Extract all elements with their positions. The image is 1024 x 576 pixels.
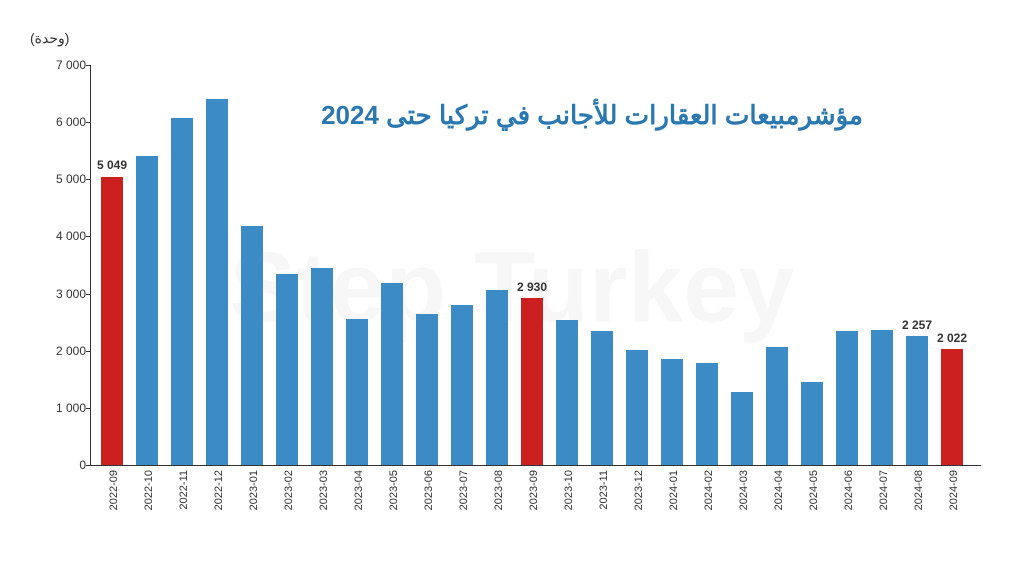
bar bbox=[241, 226, 263, 465]
y-tick-mark bbox=[86, 122, 91, 123]
bar bbox=[836, 331, 858, 465]
x-tick-label: 2022-12 bbox=[213, 470, 225, 510]
x-tick-label: 2024-04 bbox=[773, 470, 785, 510]
x-tick-label: 2023-10 bbox=[563, 470, 575, 510]
x-tick-label: 2023-06 bbox=[423, 470, 435, 510]
y-tick-mark bbox=[86, 465, 91, 466]
bar bbox=[206, 99, 228, 465]
bar bbox=[346, 319, 368, 465]
x-tick-label: 2023-11 bbox=[598, 470, 610, 510]
x-tick-label: 2024-08 bbox=[913, 470, 925, 510]
data-label: 5 049 bbox=[97, 158, 127, 172]
x-tick-label: 2023-01 bbox=[248, 470, 260, 510]
x-tick-label: 2023-04 bbox=[353, 470, 365, 510]
bar bbox=[661, 359, 683, 465]
x-tick-label: 2024-03 bbox=[738, 470, 750, 510]
bar bbox=[416, 314, 438, 465]
y-tick-label: 4 000 bbox=[36, 229, 86, 243]
bar bbox=[101, 177, 123, 466]
bar bbox=[136, 156, 158, 465]
x-tick-label: 2023-05 bbox=[388, 470, 400, 510]
bar bbox=[521, 298, 543, 465]
bar bbox=[381, 283, 403, 465]
y-tick-label: 1 000 bbox=[36, 401, 86, 415]
bar bbox=[486, 290, 508, 465]
y-tick-mark bbox=[86, 294, 91, 295]
data-label: 2 022 bbox=[937, 331, 967, 345]
y-tick-mark bbox=[86, 351, 91, 352]
y-tick-label: 5 000 bbox=[36, 172, 86, 186]
x-tick-label: 2023-03 bbox=[318, 470, 330, 510]
bar bbox=[451, 305, 473, 465]
y-tick-mark bbox=[86, 65, 91, 66]
x-tick-label: 2022-10 bbox=[143, 470, 155, 510]
bar bbox=[171, 118, 193, 465]
y-tick-mark bbox=[86, 408, 91, 409]
bar bbox=[906, 336, 928, 465]
x-tick-label: 2023-09 bbox=[528, 470, 540, 510]
y-tick-label: 7 000 bbox=[36, 58, 86, 72]
x-tick-label: 2023-07 bbox=[458, 470, 470, 510]
x-tick-label: 2024-07 bbox=[878, 470, 890, 510]
x-tick-label: 2024-09 bbox=[948, 470, 960, 510]
x-tick-label: 2023-12 bbox=[633, 470, 645, 510]
y-tick-mark bbox=[86, 179, 91, 180]
y-tick-mark bbox=[86, 236, 91, 237]
bar bbox=[731, 392, 753, 465]
bar bbox=[766, 347, 788, 465]
bar bbox=[941, 349, 963, 465]
bar bbox=[556, 320, 578, 465]
x-tick-label: 2024-05 bbox=[808, 470, 820, 510]
bar bbox=[626, 350, 648, 465]
bar bbox=[311, 268, 333, 465]
x-tick-label: 2022-11 bbox=[178, 470, 190, 510]
y-tick-label: 2 000 bbox=[36, 344, 86, 358]
x-tick-label: 2022-09 bbox=[108, 470, 120, 510]
x-tick-label: 2023-08 bbox=[493, 470, 505, 510]
bar bbox=[696, 363, 718, 465]
y-tick-label: 0 bbox=[36, 458, 86, 472]
x-tick-label: 2023-02 bbox=[283, 470, 295, 510]
x-tick-label: 2024-02 bbox=[703, 470, 715, 510]
y-tick-label: 3 000 bbox=[36, 287, 86, 301]
y-tick-label: 6 000 bbox=[36, 115, 86, 129]
y-axis-title: (وحدة) bbox=[30, 30, 114, 47]
bar bbox=[276, 274, 298, 465]
plot-area: 01 0002 0003 0004 0005 0006 0007 0002022… bbox=[90, 65, 981, 466]
bar bbox=[591, 331, 613, 465]
data-label: 2 930 bbox=[517, 280, 547, 294]
data-label: 2 257 bbox=[902, 318, 932, 332]
x-tick-label: 2024-06 bbox=[843, 470, 855, 510]
x-tick-label: 2024-01 bbox=[668, 470, 680, 510]
bar bbox=[871, 330, 893, 465]
bar bbox=[801, 382, 823, 465]
